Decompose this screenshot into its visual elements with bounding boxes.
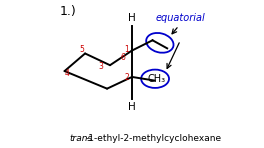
Text: H: H [128, 13, 136, 23]
Text: -1-ethyl-2-methylcyclohexane: -1-ethyl-2-methylcyclohexane [86, 134, 222, 143]
Text: 3: 3 [99, 62, 104, 71]
Text: 1: 1 [125, 45, 129, 54]
Text: CH₃: CH₃ [148, 74, 166, 84]
Text: 1.): 1.) [60, 5, 77, 18]
Text: 6: 6 [120, 53, 125, 62]
Text: trans: trans [69, 134, 92, 143]
Text: equatorial: equatorial [155, 13, 205, 23]
Text: 5: 5 [79, 45, 84, 54]
Text: H: H [128, 102, 136, 112]
Text: 2: 2 [125, 73, 129, 82]
Text: 4: 4 [64, 69, 69, 78]
